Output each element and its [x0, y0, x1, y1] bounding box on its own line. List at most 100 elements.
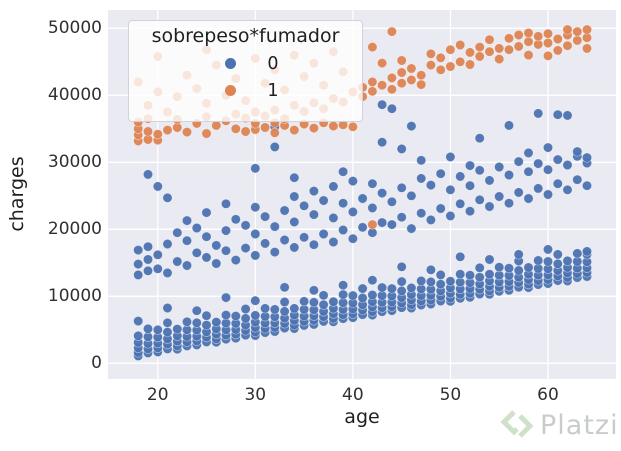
- legend-title: sobrepeso*fumador: [151, 25, 340, 47]
- data-point: [406, 63, 417, 74]
- data-point: [328, 236, 339, 248]
- data-point: [299, 200, 310, 211]
- data-point: [494, 262, 505, 273]
- data-point: [386, 283, 397, 294]
- data-point: [152, 263, 163, 274]
- data-point: [260, 238, 271, 249]
- data-point: [523, 166, 534, 177]
- legend-entry-0: 0: [129, 50, 362, 77]
- data-point: [347, 121, 358, 132]
- data-point: [513, 187, 524, 198]
- data-point: [484, 269, 495, 280]
- data-point: [386, 26, 397, 37]
- data-point: [357, 193, 368, 204]
- data-point: [367, 42, 378, 53]
- data-point: [181, 215, 193, 226]
- data-point: [260, 303, 271, 314]
- data-point: [318, 299, 329, 310]
- data-point: [279, 205, 290, 216]
- data-point: [464, 180, 476, 191]
- data-point: [289, 242, 300, 253]
- data-point: [338, 198, 349, 209]
- data-point: [240, 126, 251, 137]
- data-point: [269, 304, 280, 315]
- data-point: [494, 54, 505, 65]
- data-point: [562, 110, 573, 121]
- data-point: [299, 232, 310, 243]
- data-point: [162, 125, 173, 136]
- data-point: [484, 201, 495, 212]
- data-point: [250, 202, 261, 213]
- data-point: [396, 182, 407, 193]
- data-point: [211, 317, 222, 328]
- data-point: [474, 51, 485, 62]
- data-point: [328, 296, 339, 307]
- y-tick-label: 50000: [47, 18, 102, 39]
- data-point: [201, 310, 212, 321]
- data-point: [513, 29, 524, 41]
- data-point: [260, 122, 271, 133]
- data-point: [201, 252, 212, 263]
- data-point: [445, 151, 456, 162]
- data-point: [328, 121, 339, 132]
- data-point: [455, 39, 466, 51]
- data-point: [386, 196, 397, 207]
- data-point: [386, 72, 397, 83]
- data-point: [474, 194, 485, 205]
- data-point: [552, 249, 563, 260]
- data-point: [562, 24, 573, 35]
- data-point: [386, 103, 397, 114]
- data-point: [230, 123, 241, 134]
- data-point: [162, 302, 173, 314]
- data-point: [181, 260, 193, 271]
- x-axis-label: age: [344, 406, 380, 428]
- data-point: [220, 292, 232, 303]
- data-point: [523, 147, 534, 158]
- data-point: [542, 256, 554, 267]
- data-point: [152, 324, 163, 335]
- data-point: [396, 55, 407, 66]
- data-point: [513, 249, 524, 260]
- data-point: [289, 172, 300, 183]
- data-point: [142, 254, 154, 265]
- data-point: [396, 276, 407, 287]
- data-point: [503, 198, 515, 209]
- data-point: [435, 269, 446, 280]
- data-point: [181, 235, 193, 246]
- data-point: [367, 76, 378, 87]
- data-point: [152, 129, 163, 140]
- data-point: [377, 217, 388, 228]
- data-point: [396, 78, 407, 89]
- data-point: [425, 48, 436, 59]
- x-tick-label: 40: [342, 385, 364, 405]
- data-point: [377, 137, 388, 148]
- data-point: [396, 261, 407, 272]
- data-point: [445, 44, 456, 55]
- data-point: [250, 310, 261, 321]
- data-point: [474, 133, 485, 144]
- data-point: [367, 289, 378, 301]
- data-point: [347, 233, 358, 244]
- data-point: [523, 36, 534, 47]
- data-point: [523, 27, 534, 39]
- y-tick-label: 20000: [47, 219, 102, 240]
- data-point: [386, 219, 397, 230]
- data-point: [572, 35, 583, 46]
- data-point: [269, 247, 280, 258]
- data-point: [494, 191, 505, 202]
- y-tick-label: 0: [91, 353, 102, 374]
- data-point: [562, 159, 573, 171]
- data-point: [533, 183, 544, 194]
- data-point: [552, 109, 563, 120]
- data-point: [425, 180, 436, 191]
- data-point: [572, 26, 583, 37]
- data-point: [357, 292, 368, 304]
- data-point: [503, 44, 515, 55]
- watermark-text: Platzi: [540, 409, 619, 441]
- data-point: [542, 244, 554, 255]
- data-point: [240, 220, 251, 231]
- data-point: [367, 275, 378, 286]
- data-point: [425, 264, 436, 275]
- data-point: [572, 174, 583, 185]
- data-point: [533, 158, 544, 169]
